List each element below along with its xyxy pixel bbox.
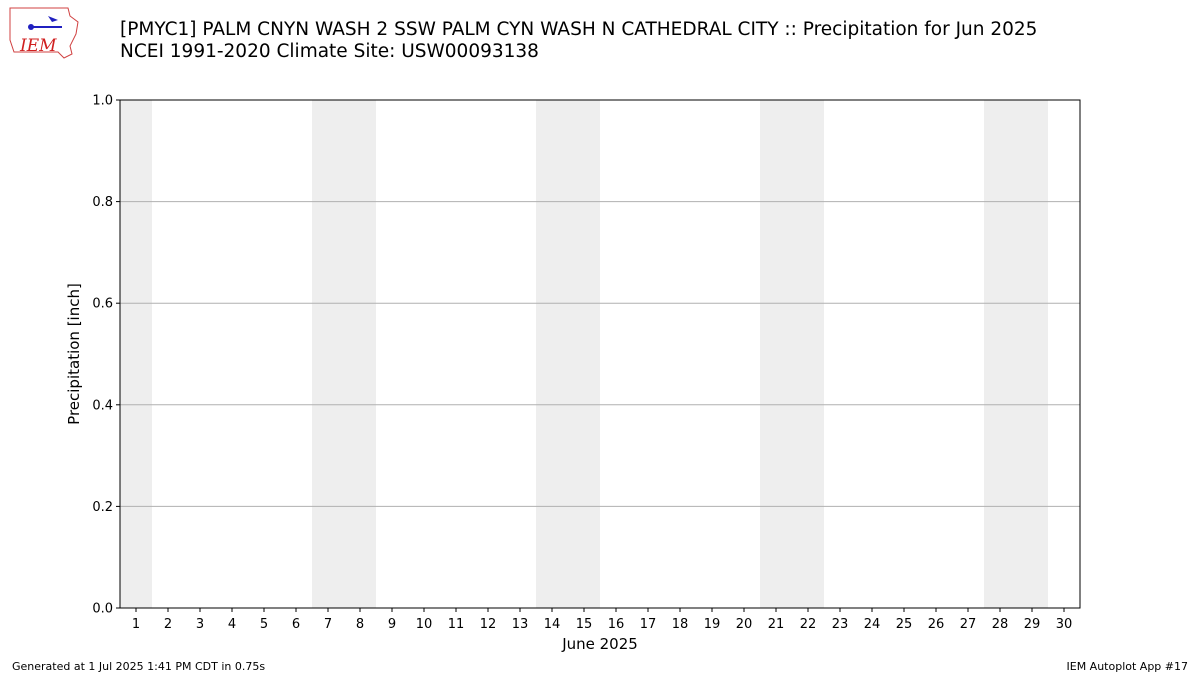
- x-tick-label: 11: [448, 617, 465, 632]
- weekend-shade: [984, 100, 1016, 608]
- x-tick-label: 9: [388, 617, 396, 632]
- footer-left: Generated at 1 Jul 2025 1:41 PM CDT in 0…: [12, 660, 265, 673]
- weekend-shade: [568, 100, 600, 608]
- logo-outline: [9, 7, 79, 59]
- x-tick-label: 24: [864, 617, 881, 632]
- weekend-shade: [792, 100, 824, 608]
- x-tick-label: 1: [132, 617, 140, 632]
- plot-area: 0.00.20.40.60.81.01 2 3 4 5 6 7 8 9 10 11 12 13 14 15 1…: [92, 94, 1081, 632]
- y-tick-label: 0.6: [92, 297, 113, 312]
- x-tick-label: 29: [1024, 617, 1041, 632]
- x-tick-label: 12: [480, 617, 497, 632]
- x-tick-label: 21: [768, 617, 785, 632]
- x-tick-label: 7: [324, 617, 332, 632]
- x-tick-label: 10: [416, 617, 433, 632]
- weekend-shade: [760, 100, 792, 608]
- x-tick-label: 27: [960, 617, 977, 632]
- weekend-shade: [1016, 100, 1048, 608]
- x-tick-label: 13: [512, 617, 529, 632]
- weekend-shade: [536, 100, 568, 608]
- x-tick-label: 23: [832, 617, 849, 632]
- x-tick-label: 28: [992, 617, 1009, 632]
- x-tick-label: 18: [672, 617, 689, 632]
- x-tick-label: 30: [1056, 617, 1073, 632]
- plot-frame: [119, 99, 1081, 609]
- x-tick-label: 14: [544, 617, 561, 632]
- y-axis-label: Precipitation [inch]: [65, 283, 83, 425]
- iem-logo: IEM: [9, 7, 79, 59]
- x-tick-label: 4: [228, 617, 236, 632]
- y-tick-label: 0.8: [92, 195, 113, 210]
- x-tick-label: 6: [292, 617, 300, 632]
- x-axis-label: June 2025: [561, 635, 638, 653]
- x-tick-label: 22: [800, 617, 817, 632]
- y-tick-label: 1.0: [92, 94, 113, 109]
- weekend-shade: [120, 100, 152, 608]
- x-tick-label: 17: [640, 617, 657, 632]
- logo-text: IEM: [19, 36, 57, 56]
- x-tick-label: 8: [356, 617, 364, 632]
- y-tick-label: 0.2: [92, 500, 113, 515]
- chart-subtitle: NCEI 1991-2020 Climate Site: USW00093138: [120, 41, 539, 62]
- x-tick-label: 19: [704, 617, 721, 632]
- logo-dot: [28, 24, 34, 30]
- x-tick-label: 15: [576, 617, 593, 632]
- logo-flag: [48, 16, 58, 22]
- x-tick-label: 25: [896, 617, 913, 632]
- weekend-shade: [344, 100, 376, 608]
- x-tick-label: 20: [736, 617, 753, 632]
- x-tick-label: 5: [260, 617, 268, 632]
- y-tick-label: 0.0: [92, 602, 113, 617]
- y-tick-label: 0.4: [92, 398, 113, 413]
- x-tick-label: 16: [608, 617, 625, 632]
- weekend-shade: [312, 100, 344, 608]
- x-tick-label: 3: [196, 617, 204, 632]
- footer-right: IEM Autoplot App #17: [1067, 660, 1189, 673]
- x-tick-label: 2: [164, 617, 172, 632]
- chart-title: [PMYC1] PALM CNYN WASH 2 SSW PALM CYN WA…: [120, 19, 1037, 40]
- x-tick-label: 26: [928, 617, 945, 632]
